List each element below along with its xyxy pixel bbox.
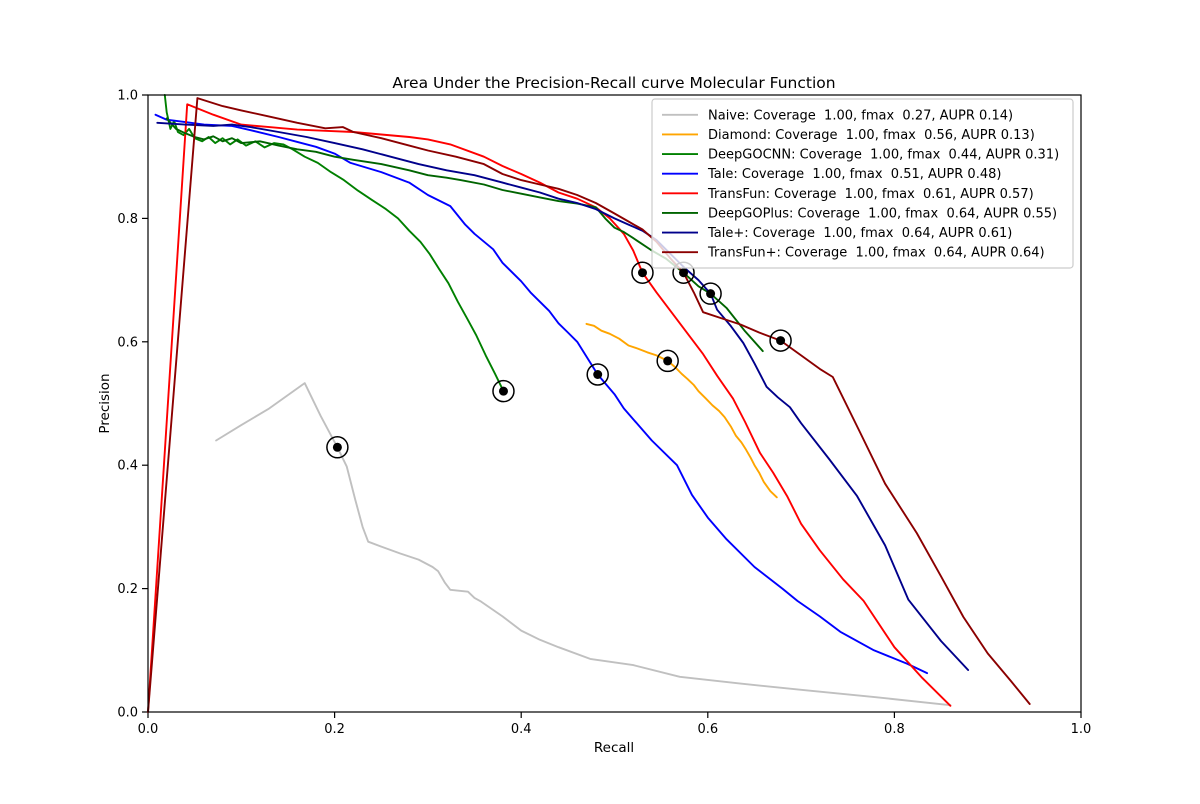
x-axis-label: Recall [594,740,634,756]
curve-deepgocnn [163,94,505,393]
x-tick-label: 0.2 [324,722,345,737]
plot-border [147,94,1082,713]
x-tick-label: 0.8 [884,722,905,737]
legend-item-deepgoplus: DeepGOPlus: Coverage 1.00, fmax 0.64, AU… [662,206,1057,221]
legend-item-label: Tale+: Coverage 1.00, fmax 0.64, AUPR 0.… [707,226,1012,241]
fmax-dot-naive [332,442,342,452]
fmax-ring-transfun+ [769,329,792,352]
y-tick-label: 0.0 [117,706,138,721]
fmax-dot-tale [593,370,603,380]
legend-item-label: Tale: Coverage 1.00, fmax 0.51, AUPR 0.4… [707,167,1001,182]
legend-item-tale+: Tale+: Coverage 1.00, fmax 0.64, AUPR 0.… [662,226,1012,241]
x-tick-label: 1.0 [1071,722,1092,737]
legend-box [651,98,1074,269]
legend-item-deepgocnn: DeepGOCNN: Coverage 1.00, fmax 0.44, AUP… [662,148,1059,163]
curve-transfun [147,103,952,713]
x-tick-label: 0.0 [138,722,159,737]
legend-item-label: DeepGOPlus: Coverage 1.00, fmax 0.64, AU… [708,206,1057,221]
fmax-dot-deepgocnn [498,386,508,396]
chart-title: Area Under the Precision-Recall curve Mo… [392,74,835,92]
legend-item-tale: Tale: Coverage 1.00, fmax 0.51, AUPR 0.4… [662,167,1001,182]
legend-item-label: TransFun: Coverage 1.00, fmax 0.61, AUPR… [707,187,1034,202]
y-tick-label: 0.4 [117,459,138,474]
fmax-ring-transfun [631,261,654,284]
y-tick-label: 1.0 [117,89,138,104]
curve-naive [215,382,952,707]
fmax-dot-transfun+ [776,336,786,346]
fmax-ring-naive [326,436,349,459]
y-axis-label: Precision [97,373,113,433]
curve-tale+ [156,121,970,671]
fmax-ring-deepgocnn [492,379,515,403]
fmax-ring-tale+ [699,282,722,305]
y-tick-label: 0.6 [117,335,138,350]
fmax-ring-diamond [656,349,679,373]
fmax-dot-diamond [663,356,673,366]
legend-item-transfun+: TransFun+: Coverage 1.00, fmax 0.64, AUP… [662,246,1045,261]
axis-ticks: 0.0 0.2 0.4 0.6 0.8 1.0 0.0 0.2 0.4 0.6 0.8 1.0 [117,89,1091,738]
curve-transfun+ [147,97,1031,713]
legend-item-diamond: Diamond: Coverage 1.00, fmax 0.56, AUPR … [662,128,1035,143]
legend-item-label: DeepGOCNN: Coverage 1.00, fmax 0.44, AUP… [708,148,1059,163]
fmax-dot-transfun [637,268,647,278]
x-tick-label: 0.6 [697,722,718,737]
fmax-ring-tale [586,363,609,386]
x-tick-label: 0.4 [511,722,532,737]
fmax-dot-deepgoplus [679,268,689,278]
y-tick-label: 0.2 [117,582,138,597]
legend-item-naive: Naive: Coverage 1.00, fmax 0.27, AUPR 0.… [662,108,1013,123]
curve-diamond [585,322,778,499]
legend: Naive: Coverage 1.00, fmax 0.27, AUPR 0.… [651,98,1074,269]
legend-item-label: TransFun+: Coverage 1.00, fmax 0.64, AUP… [707,246,1045,261]
legend-item-label: Naive: Coverage 1.00, fmax 0.27, AUPR 0.… [708,108,1013,123]
fmax-markers [326,261,792,459]
curve-tale [154,113,929,675]
legend-item-transfun: TransFun: Coverage 1.00, fmax 0.61, AUPR… [662,187,1034,202]
legend-item-label: Diamond: Coverage 1.00, fmax 0.56, AUPR … [708,128,1035,143]
y-tick-label: 0.8 [117,212,138,227]
fmax-dot-tale+ [706,289,716,299]
